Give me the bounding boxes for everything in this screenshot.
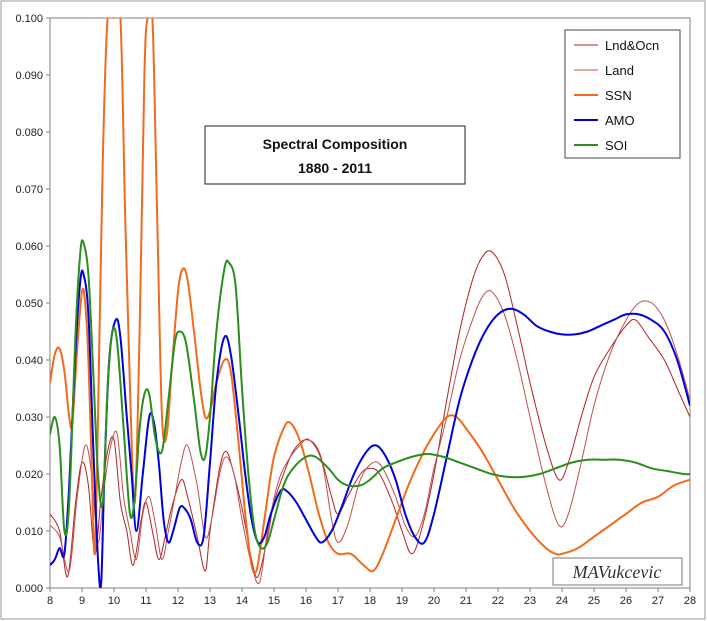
y-tick-label: 0.080 [15,127,43,139]
x-tick-label: 18 [364,595,376,607]
x-tick-label: 16 [300,595,312,607]
legend-label: Land [605,63,634,78]
x-tick-label: 28 [684,595,696,607]
y-tick-label: 0.040 [15,355,43,367]
x-tick-label: 14 [236,595,248,607]
legend-label: Lnd&Ocn [605,38,659,53]
x-tick-label: 15 [268,595,280,607]
x-tick-label: 17 [332,595,344,607]
x-tick-label: 24 [556,595,568,607]
y-tick-label: 0.030 [15,412,43,424]
series-layer [50,18,690,588]
chart-title: Spectral Composition [263,136,408,152]
legend-label: SSN [605,88,632,103]
y-tick-label: 0.070 [15,184,43,196]
y-tick-label: 0.050 [15,298,43,310]
chart-subtitle: 1880 - 2011 [298,160,372,176]
y-tick-label: 0.060 [15,241,43,253]
x-tick-label: 10 [108,595,120,607]
title-box: Spectral Composition 1880 - 2011 [204,125,466,185]
y-tick-label: 0.090 [15,70,43,82]
series-line [50,250,690,578]
legend: Lnd&Ocn Land SSN AMO SOI [564,29,681,159]
y-axis: 0.000 0.010 0.020 0.030 0.040 0.050 0.060 0.070… [15,13,50,595]
x-tick-label: 11 [140,595,151,607]
legend-frame [564,29,681,159]
x-tick-label: 23 [524,595,536,607]
legend-label: SOI [605,138,627,153]
signature-box: MAVukcevic [552,557,683,586]
x-tick-label: 26 [620,595,632,607]
x-axis: 8 9 10 11 12 13 14 15 16 17 18 19 20 21 22 23 24 25 26 27 28 [47,588,696,607]
x-tick-label: 19 [396,595,408,607]
x-tick-label: 9 [79,595,85,607]
series-line [50,290,690,585]
y-tick-label: 0.020 [15,469,43,481]
y-tick-label: 0.000 [15,583,43,595]
legend-label: AMO [605,113,635,128]
x-tick-label: 21 [460,595,472,607]
signature: MAVukcevic [572,562,662,582]
x-tick-label: 8 [47,595,53,607]
x-tick-label: 13 [204,595,216,607]
x-tick-label: 12 [172,595,184,607]
title-box-frame [204,125,466,185]
y-tick-label: 0.010 [15,526,43,538]
x-tick-label: 22 [492,595,504,607]
x-tick-label: 20 [428,595,440,607]
series-line [50,239,690,550]
x-tick-label: 25 [588,595,600,607]
y-tick-label: 0.100 [15,13,43,25]
x-tick-label: 27 [652,595,664,607]
signature-frame [552,557,683,586]
